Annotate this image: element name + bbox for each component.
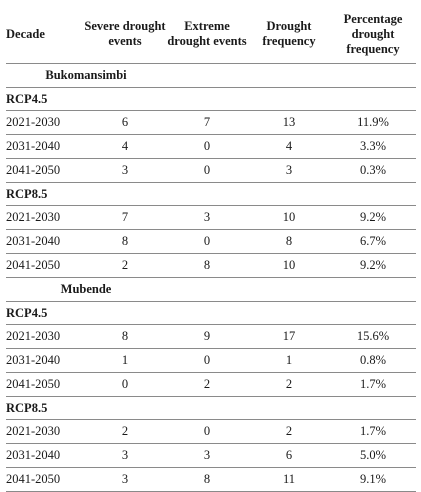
cell-decade: 2021-2030 bbox=[6, 419, 84, 444]
cell-severe: 0 bbox=[84, 372, 166, 397]
drought-table: Decade Severe drought events Extreme dro… bbox=[6, 5, 416, 492]
cell-extreme: 2 bbox=[166, 372, 248, 397]
scenario-label: RCP4.5 bbox=[6, 301, 416, 325]
header-extreme: Extreme drought events bbox=[166, 5, 248, 64]
cell-percentage: 15.6% bbox=[330, 324, 416, 349]
cell-decade: 2041-2050 bbox=[6, 158, 84, 183]
cell-frequency: 13 bbox=[248, 110, 330, 135]
cell-extreme: 0 bbox=[166, 229, 248, 254]
cell-extreme: 3 bbox=[166, 443, 248, 468]
region-spacer bbox=[166, 64, 416, 88]
cell-severe: 2 bbox=[84, 419, 166, 444]
header-row: Decade Severe drought events Extreme dro… bbox=[6, 5, 416, 64]
cell-decade: 2031-2040 bbox=[6, 134, 84, 159]
cell-percentage: 0.8% bbox=[330, 348, 416, 373]
cell-severe: 8 bbox=[84, 229, 166, 254]
table-row: 2041-2050 0 2 2 1.7% bbox=[6, 372, 416, 397]
cell-decade: 2041-2050 bbox=[6, 372, 84, 397]
table-row: 2031-2040 4 0 4 3.3% bbox=[6, 134, 416, 159]
cell-decade: 2041-2050 bbox=[6, 467, 84, 492]
cell-decade: 2031-2040 bbox=[6, 348, 84, 373]
table-row: 2031-2040 3 3 6 5.0% bbox=[6, 443, 416, 468]
cell-frequency: 6 bbox=[248, 443, 330, 468]
cell-percentage: 9.1% bbox=[330, 467, 416, 492]
scenario-label: RCP4.5 bbox=[6, 87, 416, 111]
cell-severe: 7 bbox=[84, 205, 166, 230]
region-row: Bukomansimbi bbox=[6, 64, 416, 88]
cell-extreme: 9 bbox=[166, 324, 248, 349]
cell-severe: 8 bbox=[84, 324, 166, 349]
cell-percentage: 5.0% bbox=[330, 443, 416, 468]
header-severe: Severe drought events bbox=[84, 5, 166, 64]
cell-extreme: 8 bbox=[166, 467, 248, 492]
cell-severe: 3 bbox=[84, 467, 166, 492]
cell-extreme: 7 bbox=[166, 110, 248, 135]
cell-percentage: 9.2% bbox=[330, 205, 416, 230]
cell-decade: 2031-2040 bbox=[6, 229, 84, 254]
header-frequency: Drought frequency bbox=[248, 5, 330, 64]
cell-severe: 2 bbox=[84, 253, 166, 278]
cell-severe: 3 bbox=[84, 443, 166, 468]
cell-frequency: 10 bbox=[248, 253, 330, 278]
cell-percentage: 0.3% bbox=[330, 158, 416, 183]
cell-frequency: 10 bbox=[248, 205, 330, 230]
region-label: Bukomansimbi bbox=[45, 68, 127, 82]
cell-percentage: 3.3% bbox=[330, 134, 416, 159]
table-row: 2031-2040 8 0 8 6.7% bbox=[6, 229, 416, 254]
cell-frequency: 3 bbox=[248, 158, 330, 183]
table-row: 2021-2030 6 7 13 11.9% bbox=[6, 110, 416, 135]
cell-decade: 2021-2030 bbox=[6, 324, 84, 349]
cell-severe: 1 bbox=[84, 348, 166, 373]
cell-decade: 2021-2030 bbox=[6, 205, 84, 230]
table-row: 2021-2030 7 3 10 9.2% bbox=[6, 205, 416, 230]
cell-extreme: 3 bbox=[166, 205, 248, 230]
scenario-row: RCP4.5 bbox=[6, 87, 416, 111]
cell-percentage: 11.9% bbox=[330, 110, 416, 135]
scenario-row: RCP4.5 bbox=[6, 301, 416, 325]
cell-percentage: 1.7% bbox=[330, 372, 416, 397]
cell-extreme: 0 bbox=[166, 158, 248, 183]
scenario-label: RCP8.5 bbox=[6, 182, 416, 206]
table-row: 2021-2030 8 9 17 15.6% bbox=[6, 324, 416, 349]
cell-extreme: 0 bbox=[166, 419, 248, 444]
cell-percentage: 9.2% bbox=[330, 253, 416, 278]
cell-severe: 3 bbox=[84, 158, 166, 183]
cell-frequency: 1 bbox=[248, 348, 330, 373]
cell-extreme: 8 bbox=[166, 253, 248, 278]
cell-percentage: 6.7% bbox=[330, 229, 416, 254]
cell-frequency: 2 bbox=[248, 372, 330, 397]
cell-decade: 2031-2040 bbox=[6, 443, 84, 468]
region-row: Mubende bbox=[6, 278, 416, 302]
region-label: Mubende bbox=[60, 282, 112, 296]
cell-frequency: 4 bbox=[248, 134, 330, 159]
cell-severe: 4 bbox=[84, 134, 166, 159]
cell-percentage: 1.7% bbox=[330, 419, 416, 444]
scenario-row: RCP8.5 bbox=[6, 396, 416, 420]
header-percentage: Percentage drought frequency bbox=[330, 5, 416, 64]
cell-frequency: 8 bbox=[248, 229, 330, 254]
table-row: 2041-2050 3 0 3 0.3% bbox=[6, 158, 416, 183]
cell-frequency: 11 bbox=[248, 467, 330, 492]
table-row: 2041-2050 2 8 10 9.2% bbox=[6, 253, 416, 278]
table-row: 2031-2040 1 0 1 0.8% bbox=[6, 348, 416, 373]
cell-frequency: 17 bbox=[248, 324, 330, 349]
cell-decade: 2021-2030 bbox=[6, 110, 84, 135]
table-body: Bukomansimbi RCP4.5 2021-2030 6 7 13 11.9% 2031… bbox=[6, 64, 416, 492]
scenario-row: RCP8.5 bbox=[6, 182, 416, 206]
region-spacer bbox=[166, 278, 416, 302]
table-row: 2041-2050 3 8 11 9.1% bbox=[6, 467, 416, 492]
scenario-label: RCP8.5 bbox=[6, 396, 416, 420]
cell-frequency: 2 bbox=[248, 419, 330, 444]
table-row: 2021-2030 2 0 2 1.7% bbox=[6, 419, 416, 444]
cell-extreme: 0 bbox=[166, 134, 248, 159]
cell-severe: 6 bbox=[84, 110, 166, 135]
table-header: Decade Severe drought events Extreme dro… bbox=[6, 5, 416, 64]
cell-decade: 2041-2050 bbox=[6, 253, 84, 278]
header-decade: Decade bbox=[6, 5, 84, 64]
cell-extreme: 0 bbox=[166, 348, 248, 373]
